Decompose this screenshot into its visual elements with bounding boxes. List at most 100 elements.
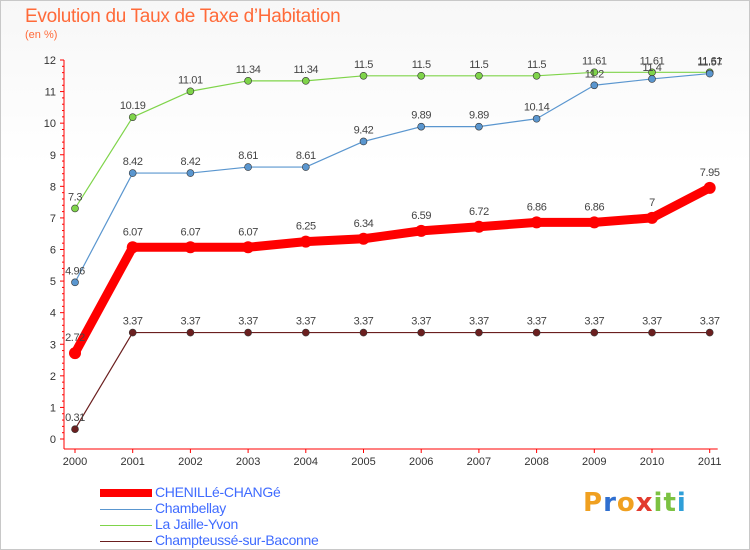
data-point <box>71 425 79 434</box>
data-label: 0.31 <box>65 412 85 424</box>
data-label: 6.72 <box>469 206 489 218</box>
data-point <box>126 241 139 254</box>
data-point <box>301 163 310 171</box>
data-label: 3.37 <box>411 316 431 328</box>
legend-label: CHENILLé-CHANGé <box>155 484 281 500</box>
x-tick-label: 2009 <box>582 456 606 468</box>
chart-subtitle: (en %) <box>25 29 58 41</box>
series-line <box>74 72 711 283</box>
y-tick-label: 10 <box>44 118 56 130</box>
logo-letter: r <box>603 488 617 518</box>
data-point <box>705 69 714 78</box>
data-label: 3.37 <box>180 316 200 328</box>
data-point <box>359 328 368 337</box>
logo-letter: t <box>663 488 677 518</box>
data-label: 4.96 <box>65 265 85 277</box>
x-tick-label: 2002 <box>178 456 202 468</box>
data-point <box>244 77 252 85</box>
series-0-group: 0.31 3.37 3.37 3.37 3.37 3.37 3.37 3.37 3.37 3.37… <box>65 316 720 434</box>
data-label: 6.07 <box>123 226 143 238</box>
series-2-group: 4.96 8.42 8.42 8.61 8.61 9.42 9.89 9.89 10.14 11.… <box>65 57 723 287</box>
x-tick-label: 2000 <box>63 456 87 468</box>
series-line <box>74 71 711 210</box>
legend-swatch <box>100 489 152 497</box>
legend-label: Chambellay <box>155 500 226 516</box>
data-label: 8.61 <box>296 150 316 162</box>
data-point <box>472 220 485 233</box>
data-point <box>530 216 543 229</box>
data-label: 6.07 <box>238 226 258 238</box>
x-tick-label: 2004 <box>294 456 318 468</box>
data-point <box>71 204 79 213</box>
data-label: 6.86 <box>527 201 547 213</box>
data-label: 7.95 <box>700 167 720 179</box>
data-label: 11.01 <box>178 74 203 86</box>
data-point <box>475 328 483 337</box>
data-point <box>299 235 312 248</box>
data-label: 11.5 <box>469 59 488 71</box>
x-tick-label: 2005 <box>351 456 375 468</box>
data-point <box>415 224 428 237</box>
logo-letter: i <box>676 488 687 518</box>
data-label: 3.37 <box>238 316 258 328</box>
data-label: 11.5 <box>354 59 373 71</box>
data-point <box>186 169 195 177</box>
y-tick-label: 11 <box>45 87 56 99</box>
data-label: 8.61 <box>238 150 258 162</box>
logo-letter: P <box>583 488 604 518</box>
data-label: 2.72 <box>65 332 85 344</box>
series-line <box>74 331 711 430</box>
data-label: 6.86 <box>584 201 604 213</box>
y-tick-label: 8 <box>50 181 56 193</box>
y-tick-label: 7 <box>50 213 56 225</box>
data-point <box>128 113 137 121</box>
data-point <box>646 211 658 224</box>
y-tick-label: 4 <box>50 308 56 320</box>
data-label: 11.61 <box>582 55 607 67</box>
data-label: 9.42 <box>354 124 374 136</box>
y-tick-label: 0 <box>50 434 56 446</box>
data-label: 11.4 <box>643 62 662 74</box>
data-label: 3.37 <box>469 316 489 328</box>
series-line <box>70 183 715 358</box>
data-point <box>532 114 541 123</box>
y-tick-label: 12 <box>44 55 56 67</box>
data-label: 11.57 <box>697 57 722 69</box>
data-point <box>532 71 541 80</box>
data-point <box>588 216 601 229</box>
legend-swatch <box>100 508 152 510</box>
data-label: 6.59 <box>411 210 431 222</box>
chart-title: Evolution du Taux de Taxe d’Habitation <box>25 6 341 27</box>
proxiti-logo: Proxiti <box>583 488 687 518</box>
data-point <box>186 87 195 96</box>
data-label: 11.61 <box>697 55 722 67</box>
data-point <box>703 181 716 194</box>
data-point <box>244 163 252 171</box>
logo-letter: o <box>616 488 636 518</box>
x-tick-label: 2010 <box>640 456 664 468</box>
data-label: 6.07 <box>180 226 200 238</box>
data-point <box>417 328 426 337</box>
legend-item: Chambellay <box>100 500 400 516</box>
data-point <box>301 77 310 85</box>
data-point <box>475 122 483 131</box>
data-label: 9.89 <box>469 110 489 122</box>
x-tick-label: 2008 <box>524 456 548 468</box>
data-point <box>357 232 370 245</box>
data-point <box>590 81 599 90</box>
data-label: 6.25 <box>296 221 316 233</box>
data-label: 3.37 <box>123 316 143 328</box>
data-point <box>186 328 195 337</box>
x-tick-label: 2011 <box>698 456 722 468</box>
data-point <box>71 278 79 287</box>
y-tick-label: 9 <box>50 150 56 162</box>
data-label: 3.37 <box>700 316 720 328</box>
y-tick-label: 1 <box>50 402 56 414</box>
data-point <box>242 241 255 254</box>
data-point <box>417 71 426 80</box>
data-label: 11.2 <box>585 68 604 80</box>
series-1-group: 7.3 10.19 11.01 11.34 11.34 11.5 11.5 11.5 11.5 1… <box>68 55 723 213</box>
legend-label: La Jaille-Yvon <box>155 516 238 532</box>
data-label: 3.37 <box>296 316 316 328</box>
